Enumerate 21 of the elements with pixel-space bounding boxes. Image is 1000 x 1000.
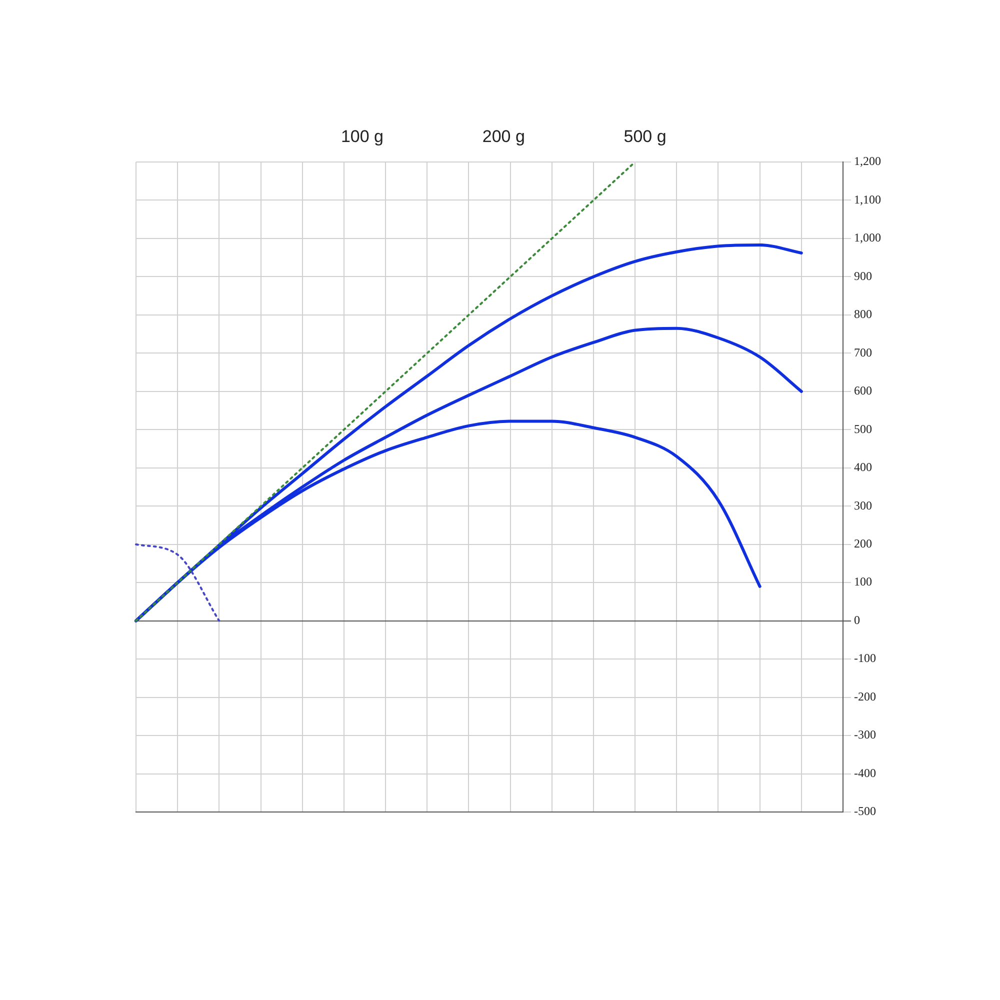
y-tick-label: 300 [854,498,872,512]
y-tick-label: 1,200 [854,154,881,168]
y-tick-label: -400 [854,766,876,780]
y-tick-label: 0 [854,612,860,627]
y-tick-label: 600 [854,384,872,398]
y-tick-label: 1,000 [854,230,881,245]
y-tick-label: 900 [854,268,872,283]
y-tick-label: 200 [854,536,872,551]
text: 100 g [340,127,384,146]
text: 500 g [624,127,666,146]
y-tick-label: 100 [854,574,872,589]
y-tick-label: 800 [854,307,872,322]
y-tick-label: -300 [854,728,876,742]
y-tick-label: 500 [854,422,872,436]
y-tick-label: -200 [854,689,876,704]
y-tick-label: -500 [854,804,876,818]
y-tick-label: 1,100 [854,192,881,206]
y-tick-label: 700 [854,345,872,360]
y-tick-label: 400 [854,460,872,474]
text: 200 g [482,127,525,146]
y-tick-label: -100 [854,651,876,666]
